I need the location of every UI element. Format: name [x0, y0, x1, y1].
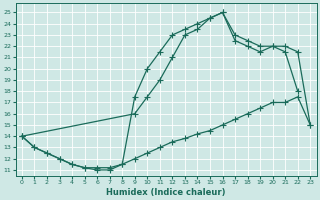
X-axis label: Humidex (Indice chaleur): Humidex (Indice chaleur): [106, 188, 226, 197]
